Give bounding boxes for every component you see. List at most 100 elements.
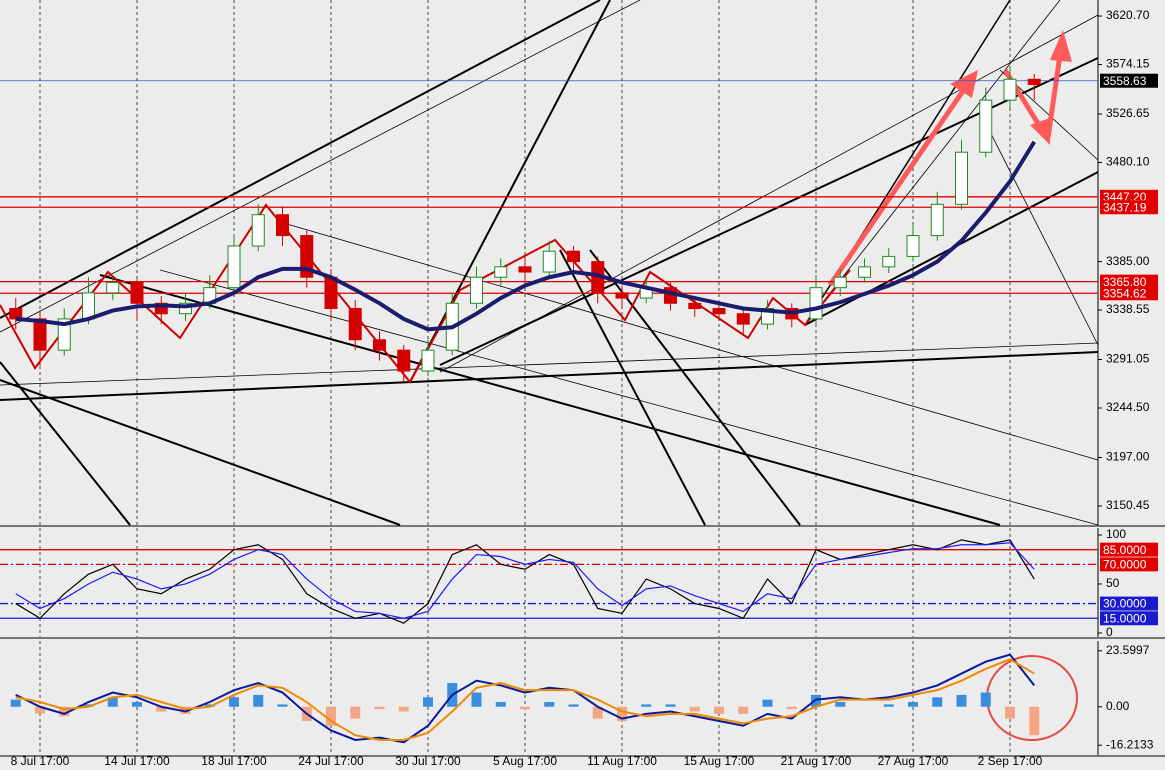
candle-body [227,245,241,289]
candle-body [397,349,411,372]
histogram-bar [762,699,773,707]
trend-line [0,361,131,526]
histogram-bar [229,697,239,707]
candle-body [106,281,120,294]
histogram-bar [980,692,991,707]
arrow-head [950,70,978,98]
y-tick-label: 3197.00 [1106,450,1150,464]
line-series [15,542,1035,619]
histogram-bar [932,697,943,707]
candle-body [542,250,556,273]
histogram-bar [204,704,215,707]
x-tick-label: 11 Aug 17:00 [587,754,657,768]
y-tick-label: 3338.55 [1106,302,1150,316]
candle-body [82,292,95,320]
candle-body [1027,78,1041,85]
candle-body [906,235,920,257]
trend-line [559,249,706,526]
candle-body [348,307,362,341]
histogram-bar [714,706,724,714]
y-tick-label: 50 [1106,576,1120,590]
candle-body [251,214,265,247]
candle-body [736,313,750,325]
y-tick-label: 100 [1106,527,1126,541]
y-tick-label: 3620.70 [1106,8,1150,22]
histogram-bar [617,706,627,721]
candle-body [688,302,702,309]
level-label-box [1100,557,1158,572]
candle-body [130,281,144,304]
x-tick-label: 24 Jul 17:00 [298,754,364,768]
histogram-bar [665,704,676,707]
histogram-bar [10,699,21,707]
x-tick-label: 21 Aug 17:00 [781,754,852,768]
candle-body [494,266,508,278]
histogram-bar [59,706,70,717]
histogram-bar [520,706,530,710]
trend-line [439,14,1099,373]
histogram-bar [423,697,433,707]
histogram-bar [107,697,118,707]
candle-body [712,307,726,315]
line-series [15,539,1035,624]
y-tick-label: 0.00 [1106,699,1130,713]
candle-body [154,302,168,315]
level-label-box [1100,286,1158,301]
histogram-bar [738,706,749,714]
trend-line [0,0,601,319]
y-tick-label: -16.2133 [1106,737,1154,751]
level-label: 3354.62 [1103,286,1147,300]
histogram-bar [83,704,94,707]
trend-line [279,221,1099,461]
x-tick-label: 8 Jul 17:00 [11,754,70,768]
candle-body [955,151,968,205]
candle-body [57,318,71,351]
histogram-bar [132,702,142,707]
candle-body [33,318,47,351]
histogram-bar [495,702,506,707]
candle-body [882,255,896,268]
histogram-bar [180,706,191,714]
histogram-bar [544,702,555,707]
level-label-box [1100,200,1158,215]
level-label: 3365.80 [1103,275,1147,289]
histogram-bar [253,694,264,707]
x-tick-label: 27 Aug 17:00 [878,754,949,768]
candle-body [567,250,580,263]
level-label: 3437.19 [1103,200,1147,214]
histogram-bar [374,706,385,710]
candle-body [421,349,435,372]
histogram-bar [350,706,361,719]
x-tick-label: 15 Aug 17:00 [684,754,755,768]
histogram-bar [568,704,579,707]
candle-body [324,276,338,309]
histogram-bar [883,704,894,707]
histogram-bar [908,702,918,707]
trend-line [409,0,611,383]
trend-line [159,269,1099,526]
histogram-bar [35,706,45,714]
arrow-head [1030,118,1050,145]
x-tick-label: 2 Sep 17:00 [978,754,1043,768]
level-label-box [1100,542,1158,557]
candle-body [373,339,386,351]
histogram-bar [326,706,336,726]
histogram-bar [956,694,967,707]
y-tick-label: 3385.00 [1106,254,1150,268]
candle-body [276,214,289,237]
trend-line [0,342,1099,386]
arrow-shaft [1045,54,1063,139]
candle-body [858,266,871,278]
trend-line [979,111,1099,346]
y-tick-label: 3526.65 [1106,106,1150,120]
level-label: 30.0000 [1103,597,1147,611]
histogram-bar [156,706,167,712]
histogram-bar [786,706,797,710]
candle-body [1003,78,1017,101]
histogram-bar [471,692,482,707]
level-label: 70.0000 [1103,558,1147,572]
x-tick-label: 18 Jul 17:00 [201,754,267,768]
y-tick-label: 3150.45 [1106,498,1150,512]
